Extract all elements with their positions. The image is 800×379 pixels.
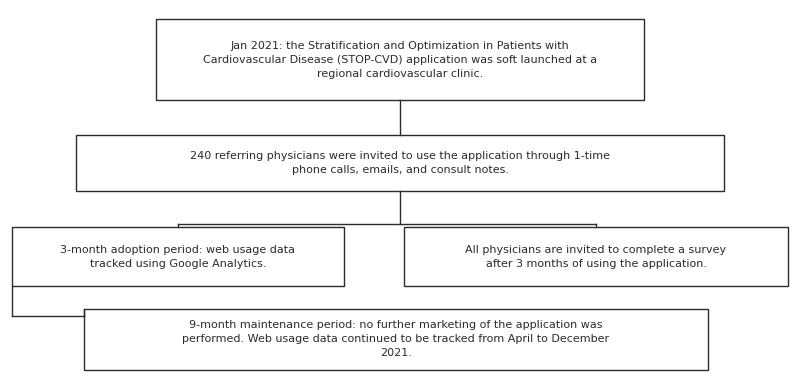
Text: Jan 2021: the Stratification and Optimization in Patients with
Cardiovascular Di: Jan 2021: the Stratification and Optimiz…	[203, 41, 597, 79]
FancyBboxPatch shape	[12, 227, 344, 286]
FancyBboxPatch shape	[84, 309, 708, 370]
FancyBboxPatch shape	[404, 227, 788, 286]
Text: 9-month maintenance period: no further marketing of the application was
performe: 9-month maintenance period: no further m…	[182, 320, 610, 358]
Text: All physicians are invited to complete a survey
after 3 months of using the appl: All physicians are invited to complete a…	[466, 245, 726, 269]
FancyBboxPatch shape	[76, 135, 724, 191]
FancyBboxPatch shape	[156, 19, 644, 100]
Text: 3-month adoption period: web usage data
tracked using Google Analytics.: 3-month adoption period: web usage data …	[61, 245, 295, 269]
Text: 240 referring physicians were invited to use the application through 1-time
phon: 240 referring physicians were invited to…	[190, 151, 610, 175]
